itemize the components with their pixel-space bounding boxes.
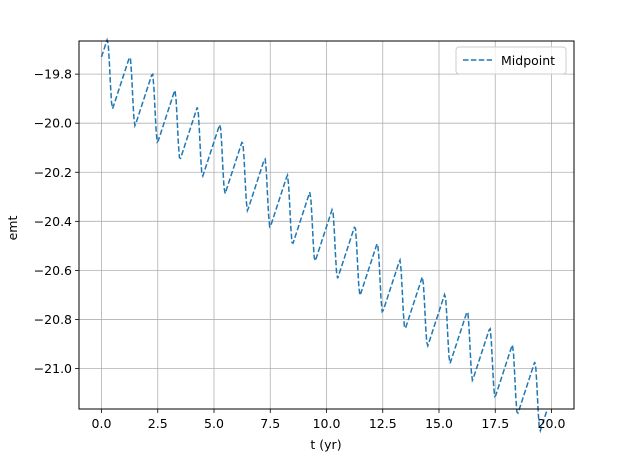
x-tick-label: 0.0 [92, 416, 112, 431]
x-tick-label: 10.0 [313, 416, 341, 431]
y-tick-label: −20.0 [34, 116, 72, 131]
x-axis-label: t (yr) [310, 437, 341, 452]
x-tick-label: 15.0 [425, 416, 453, 431]
x-tick-label: 5.0 [204, 416, 224, 431]
legend-label-midpoint: Midpoint [501, 53, 555, 68]
series-line-midpoint [100, 37, 548, 434]
x-tick-label: 7.5 [260, 416, 280, 431]
y-tick-label: −21.0 [34, 361, 72, 376]
y-tick-label: −20.8 [34, 312, 72, 327]
y-axis-ticks: −19.8 −20.0 −20.2 −20.4 −20.6 −20.8 −21.0 [34, 67, 79, 376]
x-tick-label: 2.5 [148, 416, 168, 431]
x-tick-label: 20.0 [538, 416, 566, 431]
legend: Midpoint [455, 46, 567, 75]
y-tick-label: −19.8 [34, 67, 72, 82]
legend-box [455, 46, 567, 75]
x-tick-label: 17.5 [481, 416, 509, 431]
x-axis-ticks: 0.0 2.5 5.0 7.5 10.0 12.5 15.0 17.5 20.0 [92, 409, 566, 431]
series-layer [100, 37, 548, 434]
y-axis-label: emt [5, 216, 20, 241]
x-tick-label: 12.5 [369, 416, 397, 431]
y-tick-label: −20.2 [34, 165, 72, 180]
y-tick-label: −20.6 [34, 263, 72, 278]
y-tick-label: −20.4 [34, 214, 72, 229]
